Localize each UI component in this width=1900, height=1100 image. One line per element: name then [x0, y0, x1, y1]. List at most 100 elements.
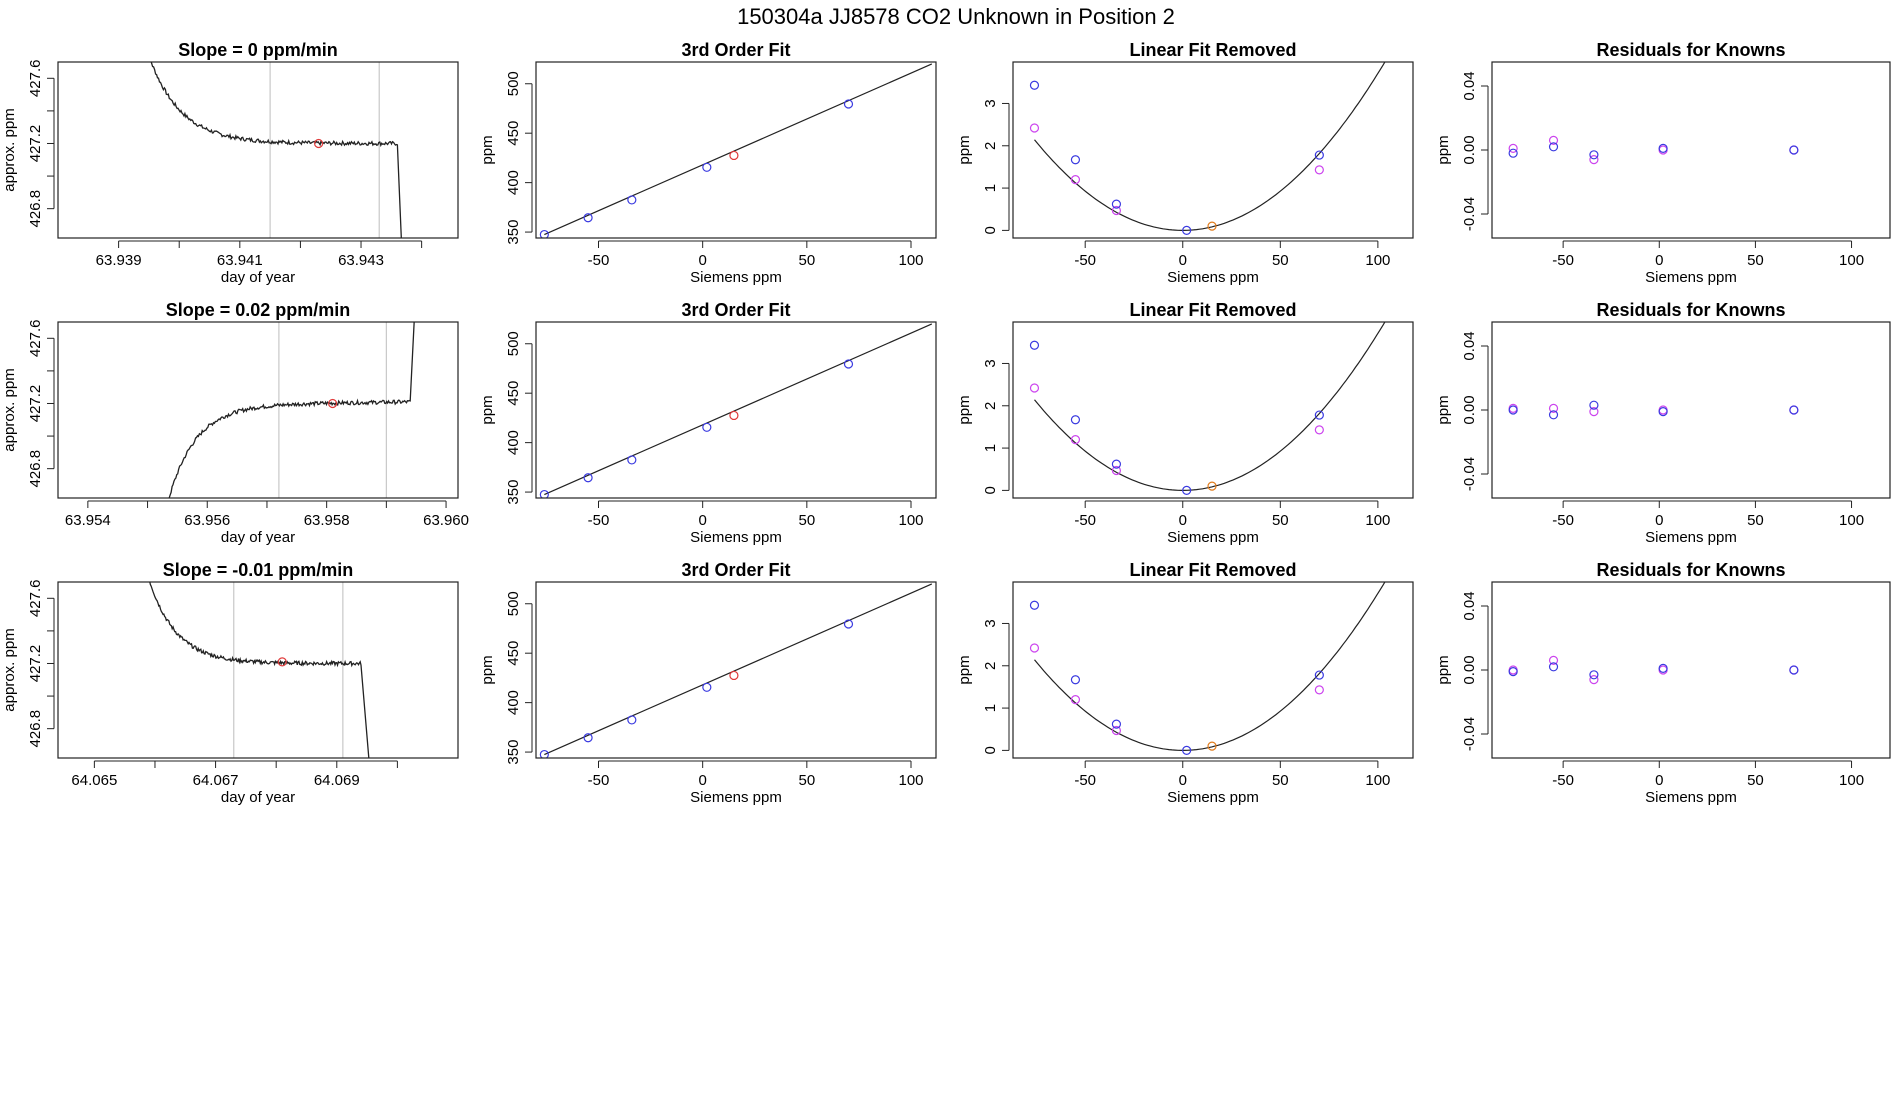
y-axis-label: ppm [1435, 655, 1452, 684]
x-axis-label: Siemens ppm [1645, 529, 1737, 546]
x-tick-label: 64.065 [71, 772, 117, 789]
x-tick-label: 100 [898, 252, 923, 269]
plot-area [150, 62, 402, 238]
x-tick-label: 100 [1365, 252, 1390, 269]
y-tick-label: 3 [982, 359, 999, 367]
y-tick-label: 0 [982, 486, 999, 494]
x-tick-label: -50 [1552, 772, 1574, 789]
alt-point [1314, 165, 1324, 175]
y-tick-label: 427.2 [27, 125, 44, 163]
fit-line [544, 63, 933, 236]
known-point [539, 749, 549, 758]
y-tick-label: 426.8 [27, 450, 44, 488]
x-axis-label: day of year [221, 789, 295, 806]
y-tick-label: 500 [505, 331, 522, 356]
y-tick-label: 426.8 [27, 190, 44, 228]
alt-point [1029, 383, 1040, 393]
fit-line [544, 583, 933, 756]
y-tick-label: 0.04 [1461, 331, 1478, 360]
panel-title: Linear Fit Removed [1129, 40, 1296, 60]
plot-frame [1491, 321, 1891, 499]
known-point [1314, 150, 1324, 160]
x-tick-label: 0 [1179, 772, 1187, 789]
series-line [168, 322, 415, 498]
plot-frame [57, 581, 459, 759]
known-point [702, 682, 712, 692]
x-tick-label: 0 [1179, 252, 1187, 269]
x-axis-label: Siemens ppm [1645, 269, 1737, 286]
x-tick-label: 100 [898, 512, 923, 529]
unknown-point [729, 670, 739, 681]
y-axis-label: ppm [956, 655, 973, 684]
panel-title: Residuals for Knowns [1596, 560, 1785, 580]
known-point [1548, 410, 1559, 420]
known-point [1111, 459, 1122, 469]
known-point [1508, 666, 1518, 677]
known-point [1589, 670, 1599, 680]
y-tick-label: 0.00 [1461, 655, 1478, 684]
y-tick-label: 427.6 [27, 580, 44, 618]
x-axis-label: Siemens ppm [690, 529, 782, 546]
plot-area [1029, 322, 1386, 495]
y-tick-label: 350 [505, 480, 522, 505]
alt-point [1070, 175, 1081, 185]
unknown-marker [328, 398, 338, 409]
alt-point [1029, 123, 1040, 133]
fit-curve [1034, 322, 1386, 491]
y-tick-label: 350 [505, 220, 522, 245]
y-tick-label: 500 [505, 591, 522, 616]
y-tick-label: -0.04 [1461, 197, 1478, 231]
plot-area [1029, 582, 1386, 755]
known-point [583, 213, 593, 223]
alt-point [1589, 674, 1599, 685]
x-tick-label: -50 [1074, 252, 1096, 269]
unknown-point [1207, 481, 1217, 491]
x-tick-label: 50 [1747, 252, 1764, 269]
plot-area [539, 323, 933, 498]
y-tick-label: 3 [982, 99, 999, 107]
plot-frame [1012, 321, 1414, 499]
plot-area [168, 322, 415, 498]
x-tick-label: 0 [698, 512, 706, 529]
panel: 3rd Order Fit -50 0 50 100 Siemens ppm 350 400 4… [479, 40, 937, 286]
y-tick-label: 427.6 [27, 320, 44, 358]
unknown-point [729, 150, 739, 161]
alt-point [1111, 725, 1122, 736]
y-tick-label: 427.6 [27, 60, 44, 98]
known-point [1314, 410, 1324, 420]
alt-point [1589, 407, 1599, 417]
known-point [1589, 400, 1599, 410]
fit-curve [1034, 582, 1386, 751]
known-point [1070, 675, 1081, 685]
x-tick-label: 63.954 [65, 512, 111, 529]
known-point [1111, 719, 1122, 729]
panel: Residuals for Knowns -50 0 50 100 Siemens ppm… [1435, 560, 1891, 806]
page-title: 150304a JJ8578 CO2 Unknown in Position 2 [737, 4, 1175, 29]
alt-point [1314, 425, 1324, 435]
x-axis-label: Siemens ppm [690, 269, 782, 286]
fit-curve [1034, 62, 1386, 231]
known-point [1070, 415, 1081, 425]
panel: Residuals for Knowns -50 0 50 100 Siemens ppm… [1435, 40, 1891, 286]
unknown-marker [314, 138, 324, 149]
known-point [627, 195, 637, 205]
known-point [702, 162, 712, 172]
x-axis-label: Siemens ppm [1167, 529, 1259, 546]
x-tick-label: 0 [1179, 512, 1187, 529]
known-point [539, 489, 549, 498]
x-axis-label: day of year [221, 269, 295, 286]
panel: Slope = 0.02 ppm/min 63.954 63.956 63.958 63… [1, 300, 469, 546]
alt-point [1548, 403, 1559, 413]
plot-frame [1012, 581, 1414, 759]
y-tick-label: -0.04 [1461, 457, 1478, 491]
x-tick-label: 50 [798, 512, 815, 529]
x-tick-label: 63.939 [96, 252, 142, 269]
x-tick-label: 0 [1655, 512, 1663, 529]
plot-area [539, 63, 933, 238]
alt-point [1314, 685, 1324, 695]
alt-point [1111, 465, 1122, 476]
panel-title: Slope = 0.02 ppm/min [166, 300, 351, 320]
known-point [1182, 485, 1192, 495]
panel: Slope = -0.01 ppm/min 64.065 64.067 64.069 d… [1, 560, 459, 806]
